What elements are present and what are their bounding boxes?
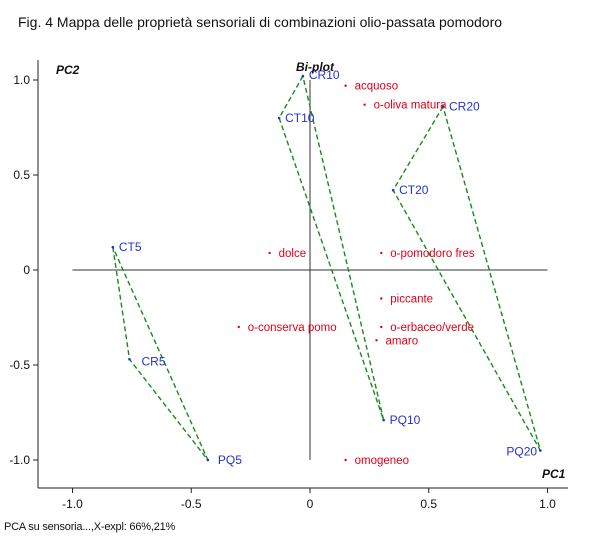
chart-title: Bi-plot bbox=[296, 60, 335, 74]
sample-label: CT10 bbox=[285, 111, 315, 125]
variable-label: o-oliva matura bbox=[374, 100, 447, 112]
group-hull bbox=[392, 104, 542, 451]
y-tick-label: -0.5 bbox=[9, 358, 30, 372]
sample-point bbox=[111, 245, 115, 249]
sample-point bbox=[128, 358, 131, 361]
variable-point bbox=[344, 84, 347, 87]
x-axis-label: PC1 bbox=[542, 467, 566, 481]
point-labels: CT5 CR5 PQ5 CR10 CT10 PQ10 CR20 CT20 PQ20 acquoso… bbox=[119, 68, 538, 467]
sample-label: CR20 bbox=[449, 100, 480, 114]
x-tick-label: 0 bbox=[307, 497, 314, 511]
variable-label: acquoso bbox=[355, 81, 398, 93]
sample-label: PQ10 bbox=[390, 413, 421, 427]
sample-point bbox=[539, 449, 542, 452]
x-tick-label: -0.5 bbox=[181, 497, 202, 511]
sample-label: CR10 bbox=[309, 68, 340, 82]
sample-point bbox=[301, 74, 305, 78]
variable-point bbox=[380, 251, 383, 255]
y-tick-label: -1.0 bbox=[9, 453, 30, 467]
variable-point bbox=[344, 458, 347, 462]
axes-frame bbox=[37, 60, 568, 489]
sample-point bbox=[206, 458, 210, 462]
variable-point bbox=[375, 339, 378, 342]
sample-label: CR5 bbox=[142, 354, 166, 368]
variable-point bbox=[380, 297, 383, 300]
y-tick-label: 0.5 bbox=[13, 168, 30, 182]
sample-point bbox=[391, 188, 395, 192]
variable-label: amaro bbox=[386, 335, 419, 347]
sample-point bbox=[441, 105, 445, 108]
y-axis-label: PC2 bbox=[56, 63, 80, 77]
variable-label: o-pomodoro fres bbox=[390, 248, 475, 260]
y-tick-label: 0 bbox=[23, 263, 30, 277]
zero-lines bbox=[72, 80, 548, 460]
x-tick-label: -1.0 bbox=[62, 497, 83, 511]
variable-point bbox=[380, 325, 383, 329]
axis-ticks: -1.0 -0.5 0 0.5 1.0 1.0 0.5 0 -0.5 -1.0 bbox=[9, 73, 556, 511]
variable-label: dolce bbox=[279, 248, 307, 260]
variable-label: piccante bbox=[390, 294, 433, 306]
group-hulls bbox=[112, 74, 542, 461]
variable-point bbox=[268, 251, 271, 255]
sample-point bbox=[382, 418, 385, 422]
variable-point bbox=[237, 325, 240, 329]
variable-point bbox=[363, 103, 366, 106]
group-hull bbox=[112, 246, 209, 461]
sample-point bbox=[277, 116, 281, 120]
variable-label: o-conserva pomo bbox=[248, 322, 337, 334]
y-tick-label: 1.0 bbox=[13, 73, 30, 87]
x-tick-label: 1.0 bbox=[539, 497, 556, 511]
sample-label: PQ20 bbox=[506, 445, 537, 459]
data-points bbox=[111, 74, 542, 462]
footer-note: PCA su sensoria...,X-expl: 66%,21% bbox=[4, 521, 176, 533]
sample-label: CT5 bbox=[119, 240, 142, 254]
x-tick-label: 0.5 bbox=[420, 497, 437, 511]
sample-label: PQ5 bbox=[218, 453, 242, 467]
variable-label: o-erbaceo/verde bbox=[390, 322, 474, 334]
sample-label: CT20 bbox=[399, 183, 429, 197]
group-hull bbox=[278, 74, 385, 421]
figure-title: Fig. 4 Mappa delle proprietà sensoriali … bbox=[18, 14, 503, 30]
variable-label: omogeneo bbox=[355, 455, 409, 467]
